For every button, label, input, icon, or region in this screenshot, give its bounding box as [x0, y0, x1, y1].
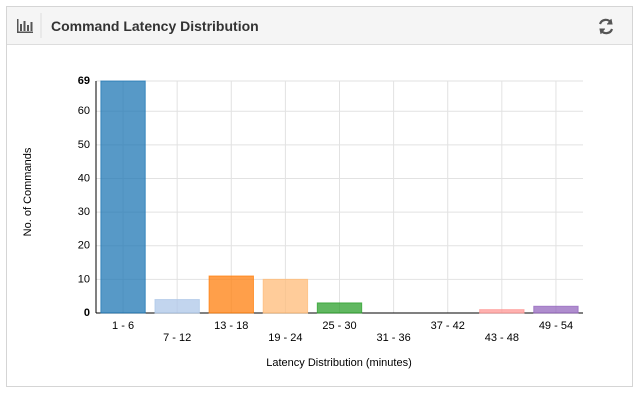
x-tick-label: 49 - 54 [539, 320, 573, 332]
bar [479, 309, 525, 314]
y-tick-label: 69 [78, 75, 90, 87]
x-tick-label: 7 - 12 [163, 332, 191, 344]
x-tick-label: 31 - 36 [376, 332, 410, 344]
bar [208, 275, 254, 314]
bar [533, 305, 579, 314]
x-axis-title: Latency Distribution (minutes) [266, 357, 412, 369]
bar [262, 278, 309, 314]
header-icons [17, 13, 614, 38]
y-tick-label: 60 [78, 105, 90, 117]
y-axis-title: No. of Commands [22, 147, 34, 236]
x-tick-label: 43 - 48 [485, 332, 519, 344]
y-tick-label: 30 [78, 206, 90, 218]
x-tick-label: 25 - 30 [322, 320, 356, 332]
y-tick-label: 40 [78, 172, 90, 184]
x-tick-label: 37 - 42 [431, 320, 465, 332]
refresh-button[interactable] [598, 18, 614, 35]
widget-header: Command Latency Distribution [7, 7, 632, 45]
y-tick-label: 10 [78, 273, 90, 285]
y-tick-label: 50 [78, 139, 90, 151]
x-tick-label: 13 - 18 [214, 320, 248, 332]
bar [316, 302, 363, 314]
chart-icon [17, 19, 33, 33]
x-tick-label: 1 - 6 [112, 320, 134, 332]
x-tick-label: 19 - 24 [268, 332, 302, 344]
y-tick-label: 0 [84, 307, 90, 319]
y-tick-label: 20 [78, 240, 90, 252]
bar [100, 80, 146, 314]
bar [154, 299, 200, 314]
widget-title: Command Latency Distribution [51, 18, 259, 34]
